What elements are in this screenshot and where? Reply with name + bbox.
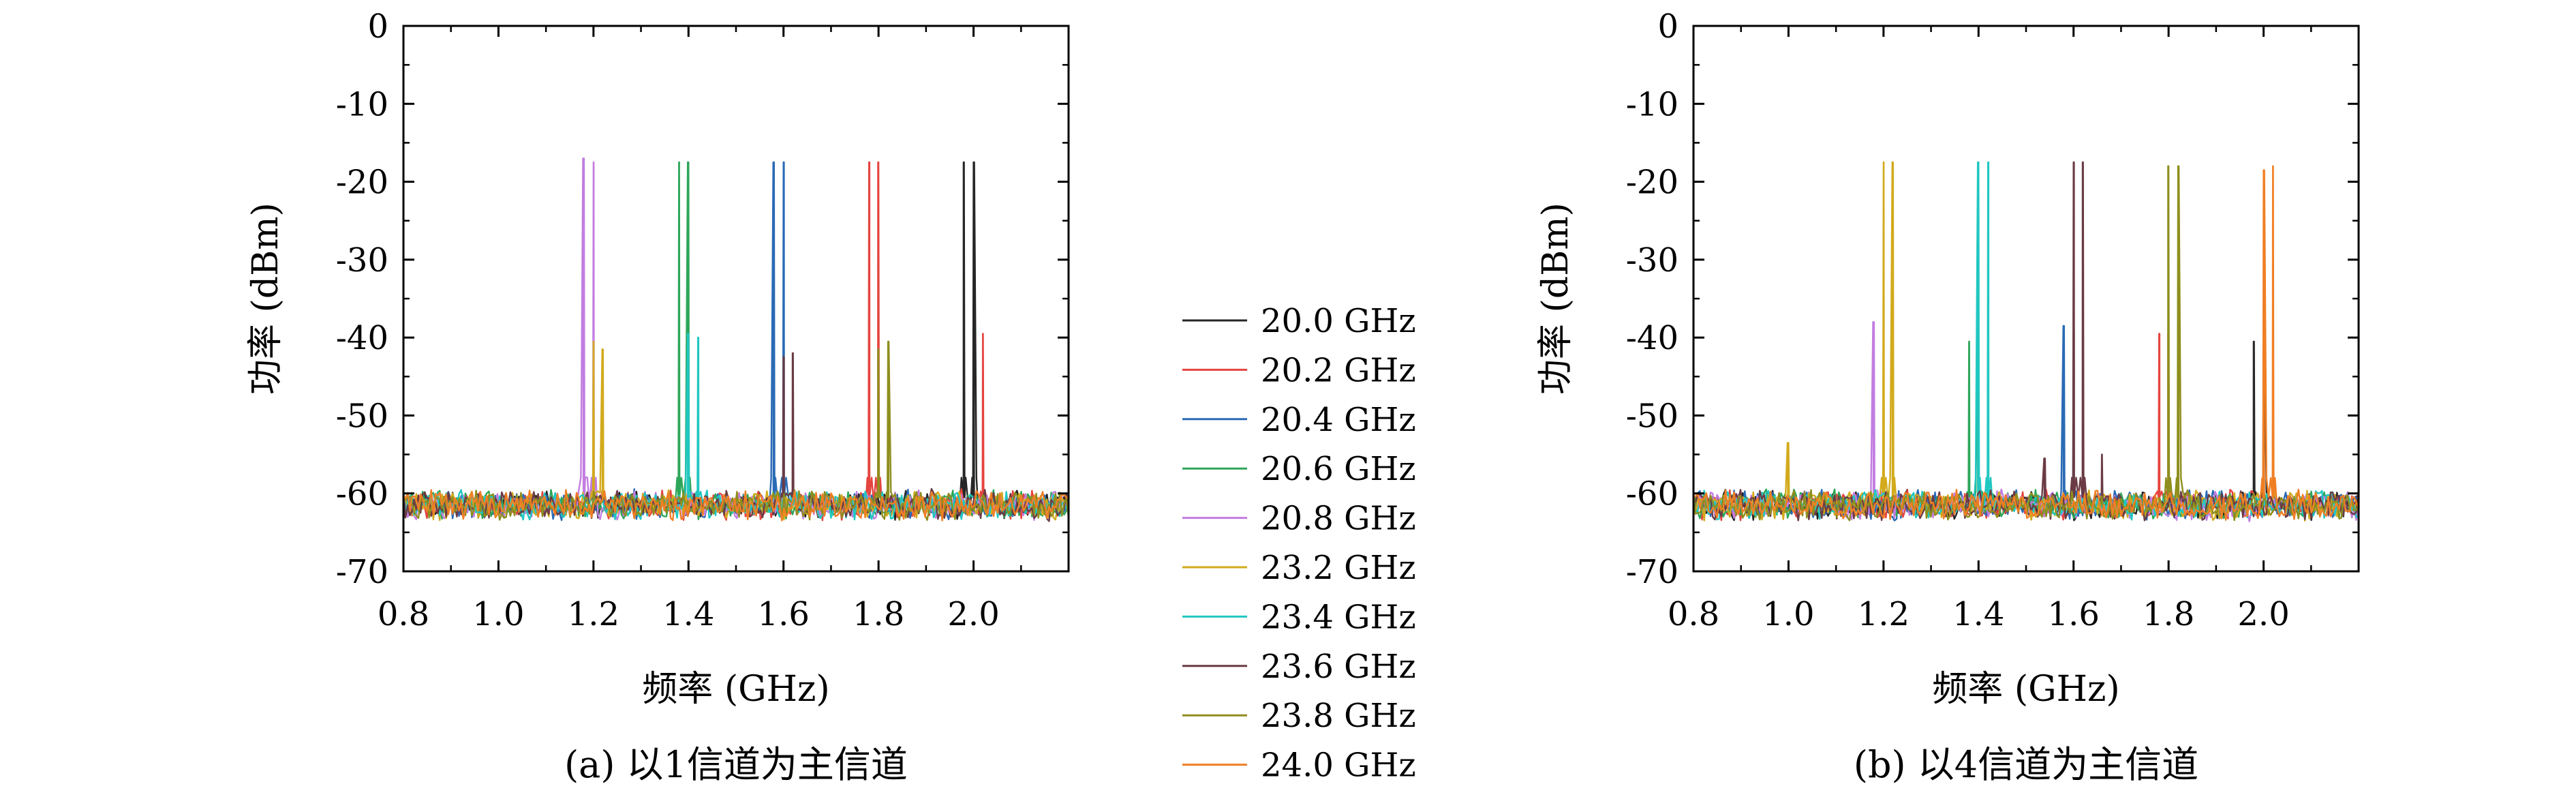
- y-tick-label: -60: [1626, 475, 1678, 513]
- series-line-23-8-ghz: [1693, 165, 2359, 522]
- y-tick-label: -20: [1626, 164, 1678, 202]
- series-line-20-6-ghz: [403, 161, 1069, 520]
- y-axis-label: 功率 (dBm): [1535, 202, 1576, 395]
- legend-label: 23.6 GHz: [1261, 648, 1416, 686]
- y-axis-label: 功率 (dBm): [245, 202, 286, 395]
- series-line-24-0-ghz: [1693, 165, 2359, 521]
- y-tick-label: -40: [336, 319, 388, 357]
- y-tick-label: 0: [1657, 7, 1678, 46]
- x-tick-label: 2.0: [947, 595, 999, 633]
- legend-label: 23.2 GHz: [1261, 549, 1416, 587]
- series-line-23-2-ghz: [1693, 161, 2359, 522]
- legend-label: 20.0 GHz: [1261, 302, 1416, 340]
- series-traces: [403, 157, 1069, 522]
- series-line-23-4-ghz: [403, 333, 1069, 521]
- series-line-23-4-ghz: [1693, 161, 2359, 521]
- legend-item: 23.8 GHz: [1182, 697, 1416, 735]
- y-tick-label: -50: [336, 397, 388, 435]
- series-line-20-4-ghz: [403, 161, 1069, 522]
- legend-item: 20.4 GHz: [1182, 401, 1416, 439]
- legend-label: 20.2 GHz: [1261, 351, 1416, 389]
- x-tick-label: 1.8: [2143, 595, 2194, 633]
- legend-label: 23.4 GHz: [1261, 598, 1416, 636]
- legend-item: 20.0 GHz: [1182, 302, 1416, 340]
- x-tick-label: 1.8: [853, 595, 904, 633]
- series-line-20-8-ghz: [403, 157, 1069, 521]
- legend-item: 23.6 GHz: [1182, 648, 1416, 686]
- series-line-20-0-ghz: [403, 161, 1069, 522]
- series-line-23-8-ghz: [403, 340, 1069, 521]
- legend: 20.0 GHz 20.2 GHz 20.4 GHz 20.6 GHz 20.8 GHz…: [1182, 302, 1416, 785]
- legend-item: 20.8 GHz: [1182, 500, 1416, 538]
- y-tick-label: -40: [1626, 319, 1678, 357]
- x-tick-label: 1.0: [1762, 595, 1814, 633]
- y-tick-label: -70: [336, 553, 388, 591]
- y-tick-label: -10: [336, 85, 388, 123]
- x-axis-label: 频率 (GHz): [642, 669, 829, 710]
- legend-label: 20.4 GHz: [1261, 401, 1416, 439]
- series-line-23-6-ghz: [1693, 161, 2359, 522]
- x-tick-label: 0.8: [1668, 595, 1719, 633]
- x-tick-label: 1.2: [1858, 595, 1910, 633]
- x-tick-label: 0.8: [378, 595, 429, 633]
- series-traces: [1693, 161, 2359, 522]
- panel-caption: (b) 以4信道为主信道: [1854, 743, 2198, 786]
- y-tick-label: -30: [336, 241, 388, 280]
- legend-item: 24.0 GHz: [1182, 747, 1416, 785]
- y-tick-label: -10: [1626, 85, 1678, 123]
- x-tick-label: 1.4: [662, 595, 714, 633]
- panel-a: 0 -10 -20 -30 -40 -50 -60 -70 0.8 1.0 1.2 1.4 1.6 1.8…: [245, 7, 1070, 786]
- x-axis-label: 频率 (GHz): [1932, 669, 2119, 710]
- x-tick-label: 1.6: [2048, 595, 2100, 633]
- panel-b: 0 -10 -20 -30 -40 -50 -60 -70 0.8 1.0 1.2 1.4 1.6 1.8…: [1535, 7, 2360, 786]
- y-tick-label: -60: [336, 475, 388, 513]
- series-line-24-0-ghz: [403, 489, 1069, 522]
- legend-item: 23.4 GHz: [1182, 598, 1416, 636]
- legend-label: 23.8 GHz: [1261, 697, 1416, 735]
- y-tick-label: -30: [1626, 241, 1678, 280]
- x-tick-label: 2.0: [2237, 595, 2289, 633]
- legend-item: 23.2 GHz: [1182, 549, 1416, 587]
- y-tick-label: -20: [336, 164, 388, 202]
- x-tick-label: 1.0: [472, 595, 524, 633]
- x-tick-label: 1.6: [758, 595, 810, 633]
- x-tick-label: 1.2: [568, 595, 619, 633]
- series-line-23-2-ghz: [403, 340, 1069, 522]
- plot-frame: [402, 25, 1070, 573]
- legend-label: 20.6 GHz: [1261, 450, 1416, 488]
- legend-item: 20.6 GHz: [1182, 450, 1416, 488]
- legend-label: 24.0 GHz: [1261, 747, 1416, 785]
- y-tick-label: -50: [1626, 397, 1678, 435]
- y-tick-label: -70: [1626, 553, 1678, 591]
- legend-item: 20.2 GHz: [1182, 351, 1416, 389]
- panel-caption: (a) 以1信道为主信道: [564, 743, 908, 786]
- x-tick-label: 1.4: [1952, 595, 2004, 633]
- y-tick-label: 0: [367, 7, 388, 46]
- series-line-20-2-ghz: [403, 161, 1069, 522]
- legend-label: 20.8 GHz: [1261, 500, 1416, 538]
